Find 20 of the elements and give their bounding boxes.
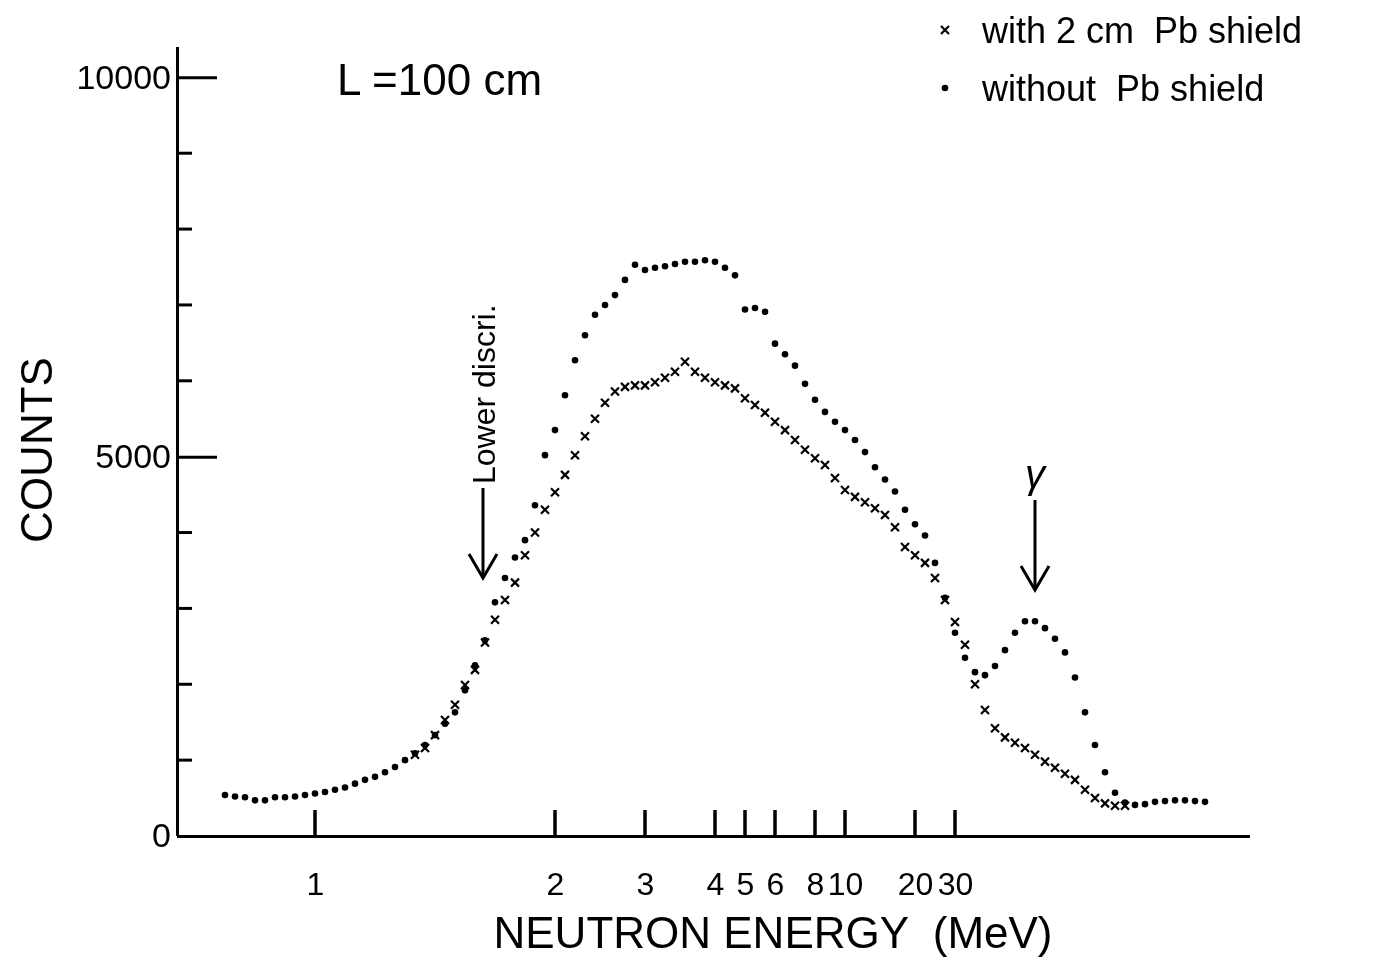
- x-tick-label: 6: [766, 865, 785, 902]
- x-tick-label: 1: [306, 865, 325, 902]
- y-tick-label: 10000: [76, 57, 171, 96]
- x-tick-label: 20: [897, 865, 934, 902]
- x-tick-label: 5: [736, 865, 755, 902]
- x-tick-label: 3: [636, 865, 655, 902]
- x-tick-label: 30: [937, 865, 974, 902]
- x-tick-label: 2: [546, 865, 565, 902]
- legend-label: with 2 cm Pb shield: [981, 9, 1303, 51]
- legend-label: without Pb shield: [981, 67, 1265, 109]
- x-tick-label: 8: [806, 865, 825, 902]
- annotation: Lower discri.: [466, 304, 502, 484]
- y-axis-title: COUNTS: [12, 357, 61, 543]
- annotation: γ: [1025, 452, 1047, 496]
- x-tick-label: 10: [827, 865, 864, 902]
- x-axis-title: NEUTRON ENERGY (MeV): [493, 908, 1053, 957]
- annotation: L =100 cm: [337, 55, 543, 104]
- y-tick-label: 0: [152, 816, 171, 855]
- x-tick-label: 4: [706, 865, 725, 902]
- y-tick-label: 5000: [95, 437, 171, 476]
